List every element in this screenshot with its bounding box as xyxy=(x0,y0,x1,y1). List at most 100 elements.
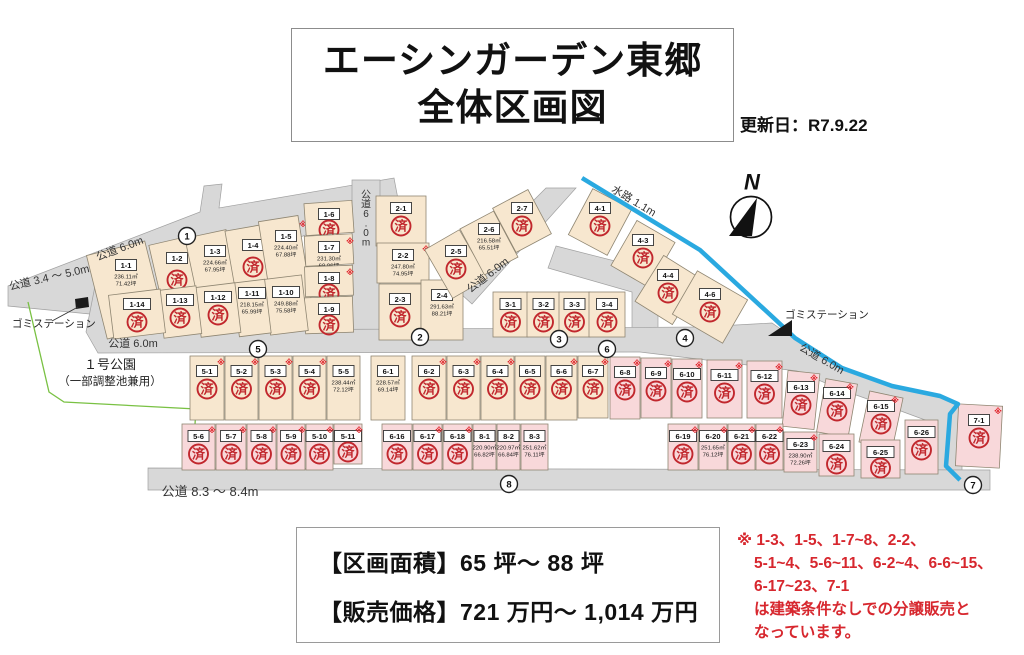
lot-2-1: 2-1 済 xyxy=(375,195,427,247)
lot-4-1: 4-1 済 xyxy=(567,188,633,256)
sold-stamp-icon: 済 xyxy=(390,215,412,237)
sold-stamp-icon: 済 xyxy=(207,304,229,326)
lot-number: 6-10 xyxy=(679,370,694,379)
no-build-condition-mark: ※ xyxy=(217,357,225,367)
lot-area-sqm: 216.58㎡ xyxy=(477,237,501,245)
lot-number-box xyxy=(596,298,618,310)
lot-number: 3-1 xyxy=(505,300,516,309)
lot-number: 5-11 xyxy=(341,432,356,441)
sold-stamp-text: 済 xyxy=(661,286,675,301)
north-arrow-icon: N xyxy=(729,170,773,239)
sold-stamp-circle xyxy=(207,304,229,326)
lot-number: 6-19 xyxy=(675,432,690,441)
lot-number-box xyxy=(499,298,522,310)
sold-stamp-text: 済 xyxy=(600,315,614,330)
note-line: なっています。 xyxy=(754,624,861,641)
sold-stamp-icon: 済 xyxy=(645,380,667,402)
sold-stamp-circle xyxy=(220,443,242,465)
sold-stamp-circle xyxy=(447,443,468,465)
lot-number-box xyxy=(632,234,654,246)
sold-stamp-icon: 済 xyxy=(657,282,679,304)
lot-number: 3-2 xyxy=(538,300,549,309)
sold-stamp-icon: 済 xyxy=(632,247,654,269)
sold-stamp-text: 済 xyxy=(830,404,844,419)
sold-stamp-icon: 済 xyxy=(519,378,541,400)
road-marker-number: 6 xyxy=(604,344,609,355)
lot-number: 1-5 xyxy=(281,232,292,241)
sold-stamp-icon: 済 xyxy=(487,378,508,400)
lot-number: 5-9 xyxy=(286,432,297,441)
sold-stamp-circle xyxy=(754,383,775,405)
lot-area-tsubo: 72.12坪 xyxy=(333,386,354,394)
lot-number-box xyxy=(272,286,300,298)
note-line: 6-17~23、7-1 xyxy=(754,578,850,595)
sold-stamp-text: 済 xyxy=(537,315,551,330)
lot-6-4: 6-4 済 ※ xyxy=(480,355,515,421)
lot-number-box xyxy=(318,303,340,315)
road-label-vertical: 0 xyxy=(363,228,369,239)
no-build-condition-mark: ※ xyxy=(473,357,481,367)
sold-stamp-circle xyxy=(968,427,990,449)
sold-stamp-circle xyxy=(418,378,440,400)
lot-6-19: 6-19 済 ※ xyxy=(667,423,699,471)
road-marker-3: 3 xyxy=(549,329,569,349)
lot-number-box xyxy=(511,202,533,214)
sold-stamp-text: 済 xyxy=(322,223,336,238)
sold-stamp-icon: 済 xyxy=(337,441,359,463)
lot-number: 5-4 xyxy=(304,367,316,376)
sold-stamp-circle xyxy=(676,381,698,403)
sold-stamp-circle xyxy=(657,282,679,304)
lot-6-6: 6-6 済 ※ xyxy=(545,355,578,421)
lot-5-11: 5-11 済※ xyxy=(333,423,363,465)
sold-stamp-icon: 済 xyxy=(417,443,438,465)
sold-stamp-text: 済 xyxy=(830,457,844,472)
no-build-condition-mark: ※ xyxy=(570,357,578,367)
lot-2-7: 2-7 済 xyxy=(492,188,552,254)
lot-6-24: 6-24 済 xyxy=(818,433,855,477)
sold-stamp-icon: 済 xyxy=(672,443,694,465)
no-build-condition-mark: ※ xyxy=(633,358,641,368)
lot-number-box xyxy=(250,430,273,442)
lot-5-6: 5-6 済 ※ xyxy=(181,423,216,471)
lot-number-box xyxy=(377,365,399,377)
lot-number: 6-14 xyxy=(829,389,845,398)
lot-number: 1-14 xyxy=(129,300,145,309)
lot-number-box xyxy=(264,365,287,377)
road-marker-number: 8 xyxy=(506,479,511,490)
lot-number: 6-22 xyxy=(762,432,777,441)
lot-1-6: 1-6 済 xyxy=(303,199,355,241)
lot-number-box xyxy=(220,430,242,442)
lot-6-2: 6-2 済 ※ xyxy=(411,355,447,421)
lot-number: 6-7 xyxy=(588,367,599,376)
sold-stamp-icon: 済 xyxy=(500,311,521,333)
lot-number-box xyxy=(334,430,362,442)
lot-area-tsubo: 65.99坪 xyxy=(242,308,263,316)
road-marker-6: 6 xyxy=(597,339,617,359)
sold-stamp-icon: 済 xyxy=(589,215,611,237)
lot-number-box xyxy=(305,430,334,442)
sold-stamp-circle xyxy=(280,443,302,465)
sold-stamp-text: 済 xyxy=(170,273,184,288)
lot-1-13: 1-13 済 xyxy=(157,285,203,339)
road-marker-circle xyxy=(963,475,983,495)
sold-stamp-text: 済 xyxy=(915,443,929,458)
lot-number-box xyxy=(187,430,210,442)
lot-number-box xyxy=(563,298,586,310)
sold-stamp-circle xyxy=(445,258,467,280)
lot-number: 6-4 xyxy=(492,367,504,376)
sold-stamp-text: 済 xyxy=(235,382,249,397)
sold-stamp-circle xyxy=(826,453,847,475)
pointer-line xyxy=(51,306,79,322)
sold-stamp-icon: 済 xyxy=(676,381,698,403)
sold-stamp-text: 済 xyxy=(874,417,888,432)
sold-stamp-icon: 済 xyxy=(389,306,411,328)
sold-stamp-text: 済 xyxy=(555,382,569,397)
lot-number-box xyxy=(968,414,990,426)
sold-stamp-text: 済 xyxy=(284,447,298,462)
sold-stamp-circle xyxy=(759,443,780,465)
lot-number-box xyxy=(166,294,194,306)
lot-number-box xyxy=(519,365,541,377)
lot-6-18: 6-18 済 ※ xyxy=(442,423,473,471)
